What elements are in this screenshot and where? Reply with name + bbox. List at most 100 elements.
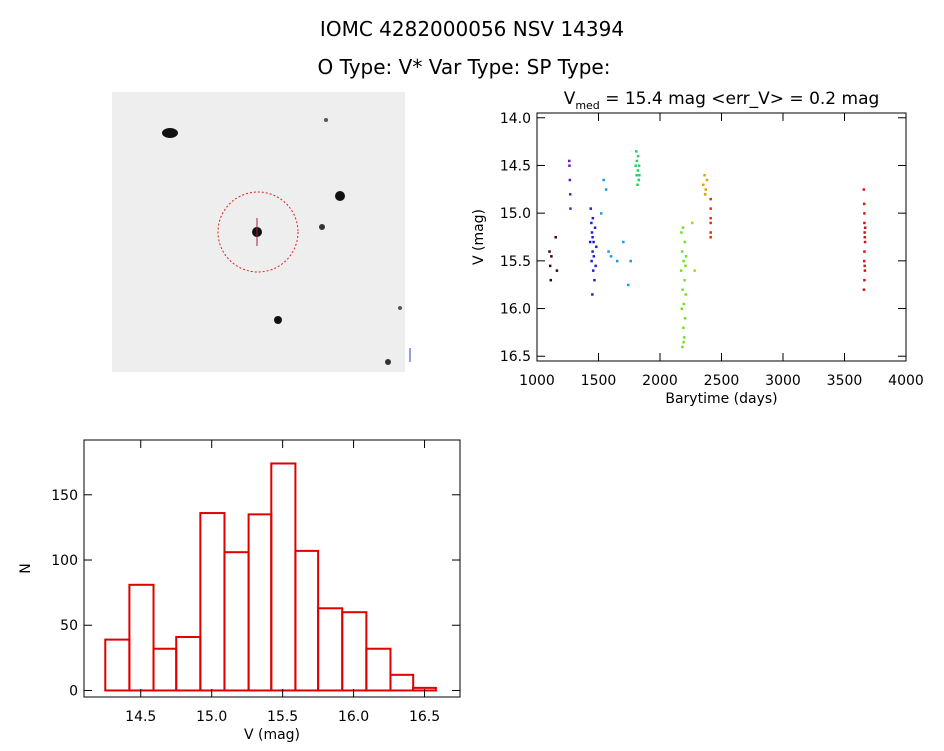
data-point: [680, 231, 683, 234]
histogram-bar: [389, 673, 415, 692]
data-point: [862, 288, 866, 291]
data-point: [693, 269, 696, 272]
data-point: [590, 259, 593, 263]
data-point: [568, 178, 572, 182]
histogram-bar: [152, 647, 178, 692]
histogram-bar: [270, 462, 297, 692]
plot-title-part: V: [564, 89, 576, 109]
data-point: [683, 240, 687, 244]
data-point: [569, 207, 572, 210]
data-point: [609, 255, 613, 258]
data-point: [703, 174, 706, 177]
data-point: [548, 264, 552, 268]
data-point: [590, 221, 593, 225]
data-point: [863, 212, 866, 215]
y-tick-label: 14.0: [500, 111, 531, 127]
data-point: [709, 236, 712, 239]
data-point: [549, 278, 553, 282]
data-point: [590, 231, 594, 234]
plot-title: Vmed = 15.4 mag <err_V> = 0.2 mag: [564, 89, 880, 112]
star: [274, 316, 282, 324]
histogram-bar: [365, 647, 392, 692]
y-tick-label: 15.0: [500, 206, 531, 222]
data-point: [863, 269, 867, 272]
data-point: [550, 255, 553, 258]
data-point: [592, 240, 595, 244]
data-point: [863, 231, 866, 234]
data-point: [684, 255, 688, 258]
data-point: [592, 255, 596, 258]
data-point: [591, 293, 594, 296]
star: [385, 359, 391, 365]
data-point: [627, 283, 630, 287]
data-point: [705, 178, 709, 182]
data-point: [679, 269, 683, 272]
y-tick-label: 100: [51, 553, 78, 569]
x-axis-label: Barytime (days): [665, 391, 777, 407]
data-point: [637, 178, 640, 182]
data-point: [684, 293, 688, 296]
y-tick-label: 15.5: [500, 254, 531, 270]
y-tick-label: 0: [69, 683, 78, 699]
x-tick-label: 15.0: [196, 709, 227, 725]
star: [335, 191, 345, 201]
data-point: [638, 174, 641, 177]
data-point: [548, 250, 551, 253]
x-tick-label: 2500: [704, 373, 740, 389]
data-point: [690, 221, 694, 225]
data-point: [567, 159, 571, 163]
histogram-bar: [175, 635, 202, 692]
data-point: [607, 250, 610, 253]
data-point: [602, 178, 605, 182]
data-point: [635, 174, 638, 177]
data-point: [863, 250, 866, 253]
x-tick-label: 4000: [888, 373, 924, 389]
y-tick-label: 50: [60, 618, 78, 634]
x-tick-label: 14.5: [125, 709, 156, 725]
data-point: [862, 259, 866, 263]
data-point: [709, 207, 712, 210]
sky-image: [112, 92, 411, 372]
histogram-bar: [341, 611, 368, 692]
plot-frame: [83, 439, 461, 698]
star: [398, 306, 402, 310]
data-point: [709, 221, 712, 225]
data-point: [704, 188, 708, 191]
figure-title: IOMC 4282000056 NSV 14394: [320, 17, 624, 41]
data-point: [593, 278, 596, 282]
y-tick-label: 16.0: [500, 302, 531, 318]
figure-subtitle: O Type: V* Var Type: SP Type:: [318, 55, 611, 79]
x-tick-label: 3500: [827, 373, 863, 389]
data-point: [635, 159, 639, 163]
histogram-bar: [294, 549, 320, 692]
data-point: [863, 221, 866, 225]
x-tick-label: 1500: [581, 373, 617, 389]
data-point: [636, 183, 639, 187]
data-point: [615, 259, 619, 263]
histogram-bar: [128, 583, 155, 692]
data-point: [594, 264, 597, 268]
data-point: [863, 278, 866, 282]
y-axis-label: N: [18, 563, 34, 573]
data-point: [863, 236, 867, 239]
data-point: [588, 240, 592, 244]
data-point: [634, 164, 637, 167]
data-point: [636, 169, 640, 172]
data-point: [681, 288, 684, 291]
data-point: [703, 193, 707, 196]
data-point: [682, 259, 685, 263]
histogram-bar: [317, 607, 344, 692]
x-tick-label: 16.5: [409, 709, 440, 725]
data-point: [637, 164, 641, 167]
data-point: [863, 226, 867, 229]
data-point: [683, 278, 686, 282]
star: [319, 224, 325, 230]
y-axis-label: V (mag): [471, 209, 487, 265]
histogram-bar: [247, 513, 273, 692]
data-point: [589, 207, 593, 210]
data-point: [555, 269, 559, 272]
data-point: [682, 326, 685, 330]
data-point: [709, 216, 712, 220]
